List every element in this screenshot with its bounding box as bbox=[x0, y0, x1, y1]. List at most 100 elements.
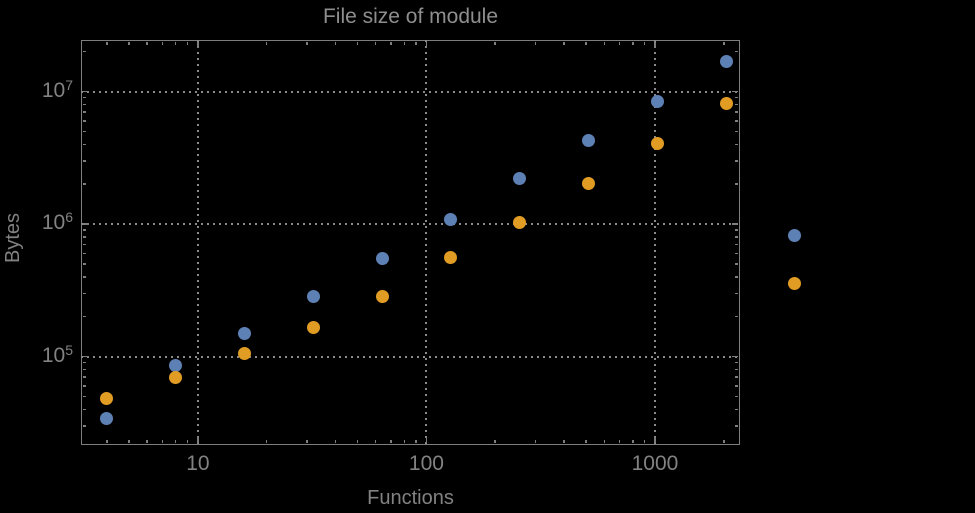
x-minor-tick bbox=[146, 440, 148, 444]
y-major-tick-right bbox=[732, 355, 739, 358]
y-minor-tick-right bbox=[735, 276, 739, 278]
y-tick-label-10e6: 106 bbox=[5, 210, 73, 235]
x-minor-tick-top bbox=[618, 41, 621, 45]
data-point-series-2-x512 bbox=[582, 176, 596, 190]
x-minor-tick bbox=[603, 440, 606, 444]
x-major-tick bbox=[197, 437, 199, 444]
x-minor-tick-top bbox=[494, 41, 496, 45]
x-minor-tick bbox=[334, 440, 337, 444]
x-axis-label: Functions bbox=[367, 487, 454, 509]
y-minor-tick bbox=[82, 315, 86, 318]
y-minor-tick-right bbox=[735, 160, 739, 162]
x-minor-tick-top bbox=[161, 41, 164, 45]
y-minor-tick-right bbox=[735, 183, 739, 185]
x-minor-tick bbox=[390, 440, 392, 444]
y-tick-base: 10 bbox=[41, 211, 66, 235]
x-minor-tick-top bbox=[643, 41, 646, 45]
data-point-series-2-x4096 bbox=[788, 276, 802, 290]
data-point-series-2-x4 bbox=[100, 392, 114, 406]
data-point-series-2-x1024 bbox=[650, 136, 664, 150]
plot-frame bbox=[81, 40, 740, 445]
x-major-tick-top bbox=[654, 41, 656, 48]
chart-title: File size of module bbox=[322, 5, 499, 28]
grid-line-y-10e7 bbox=[81, 90, 740, 93]
y-major-tick-right bbox=[732, 223, 739, 225]
y-tick-base: 10 bbox=[41, 78, 66, 102]
y-minor-tick-right bbox=[735, 263, 739, 265]
x-minor-tick bbox=[128, 440, 130, 444]
data-point-series-1-x16 bbox=[238, 326, 252, 340]
y-minor-tick-right bbox=[735, 292, 739, 295]
y-tick-exponent: 7 bbox=[65, 76, 73, 93]
y-minor-tick-right bbox=[735, 111, 739, 113]
data-point-series-1-x512 bbox=[582, 133, 596, 147]
data-point-series-1-x32 bbox=[306, 289, 320, 303]
y-minor-tick bbox=[82, 252, 86, 255]
x-minor-tick-top bbox=[106, 41, 108, 45]
y-minor-tick bbox=[82, 368, 86, 371]
x-minor-tick bbox=[643, 440, 646, 444]
y-minor-tick bbox=[82, 408, 86, 411]
y-minor-tick-right bbox=[735, 96, 739, 99]
y-tick-label-10e7: 107 bbox=[5, 76, 73, 103]
x-minor-tick-top bbox=[390, 41, 392, 45]
y-minor-tick bbox=[82, 243, 86, 246]
x-major-tick bbox=[425, 437, 428, 444]
y-minor-tick bbox=[82, 50, 86, 53]
y-minor-tick-right bbox=[735, 143, 739, 146]
data-point-series-2-x256 bbox=[513, 216, 527, 230]
x-minor-tick bbox=[374, 440, 377, 444]
data-point-series-1-x4096 bbox=[788, 228, 802, 242]
y-minor-tick bbox=[82, 103, 86, 106]
data-point-series-2-x128 bbox=[444, 250, 458, 264]
y-tick-base: 10 bbox=[41, 343, 66, 367]
x-major-tick-top bbox=[425, 41, 428, 48]
x-tick-label-100: 100 bbox=[408, 452, 444, 475]
y-minor-tick bbox=[82, 96, 86, 99]
x-tick-label-1000: 1000 bbox=[631, 452, 679, 475]
y-minor-tick bbox=[82, 229, 86, 231]
x-minor-tick bbox=[403, 440, 406, 444]
y-major-tick bbox=[82, 223, 89, 225]
y-minor-tick bbox=[82, 183, 86, 185]
data-point-series-1-x1024 bbox=[650, 94, 664, 108]
x-minor-tick bbox=[494, 440, 496, 444]
x-minor-tick-top bbox=[146, 41, 148, 45]
y-major-tick-right bbox=[732, 90, 739, 93]
grid-line-x-10 bbox=[196, 40, 199, 445]
data-point-series-2-x16 bbox=[238, 346, 252, 360]
y-minor-tick bbox=[82, 130, 86, 133]
x-minor-tick-top bbox=[374, 41, 377, 45]
y-minor-tick-right bbox=[735, 361, 739, 364]
y-minor-tick bbox=[82, 263, 86, 265]
x-minor-tick-top bbox=[174, 41, 177, 45]
x-minor-tick-top bbox=[265, 41, 268, 45]
y-minor-tick bbox=[82, 120, 86, 122]
y-minor-tick bbox=[82, 425, 86, 427]
x-minor-tick-top bbox=[306, 41, 308, 45]
x-minor-tick bbox=[415, 440, 417, 444]
y-minor-tick-right bbox=[735, 243, 739, 246]
x-minor-tick bbox=[618, 440, 621, 444]
x-minor-tick bbox=[174, 440, 177, 444]
x-minor-tick bbox=[534, 440, 537, 444]
x-minor-tick bbox=[563, 440, 565, 444]
x-major-tick bbox=[654, 437, 656, 444]
x-major-tick-top bbox=[197, 41, 199, 48]
y-tick-exponent: 5 bbox=[65, 341, 73, 358]
y-axis-label: Bytes bbox=[2, 212, 24, 264]
y-minor-tick-right bbox=[735, 252, 739, 255]
x-minor-tick bbox=[723, 440, 725, 444]
data-point-series-2-x64 bbox=[375, 289, 389, 303]
data-point-series-2-x8 bbox=[169, 371, 183, 385]
y-minor-tick-right bbox=[735, 103, 739, 106]
y-minor-tick-right bbox=[735, 130, 739, 133]
y-minor-tick-right bbox=[735, 376, 739, 378]
y-minor-tick bbox=[82, 236, 86, 238]
x-minor-tick bbox=[106, 440, 108, 444]
grid-line-x-1000 bbox=[653, 40, 656, 445]
x-minor-tick bbox=[585, 440, 587, 444]
x-minor-tick-top bbox=[334, 41, 337, 45]
y-minor-tick bbox=[82, 361, 86, 364]
